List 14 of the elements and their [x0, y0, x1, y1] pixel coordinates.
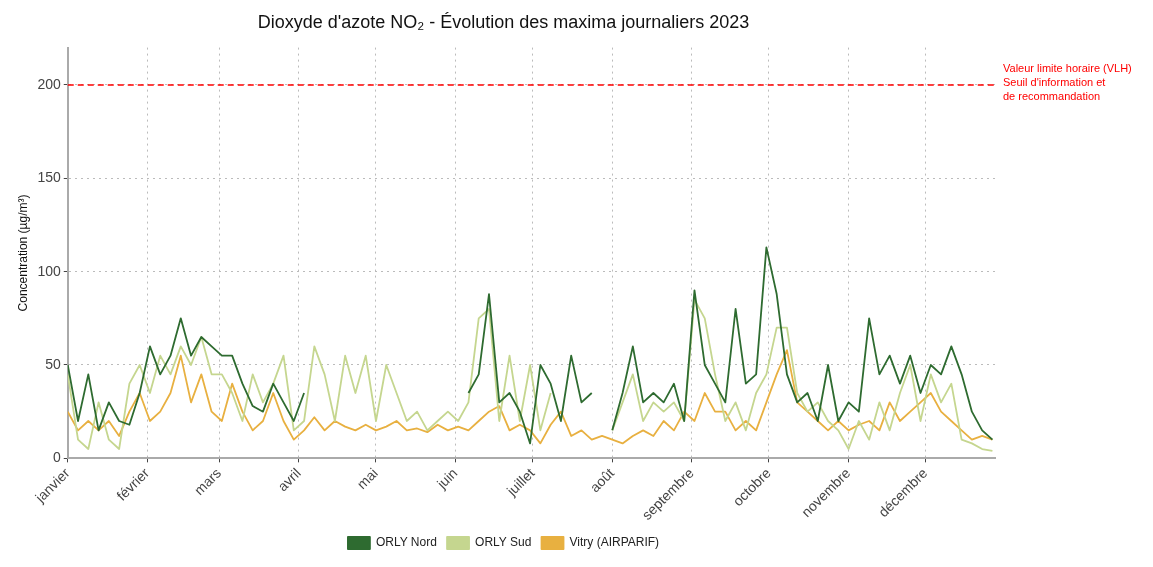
y-tick-label: 0: [52, 449, 61, 466]
legend-label: ORLY Sud: [475, 535, 532, 550]
legend-label: ORLY Nord: [375, 535, 437, 550]
x-tick-label: août: [586, 464, 618, 496]
y-tick-label: 150: [37, 169, 61, 186]
ref-line-label: Valeur limite horaire (VLH) Seuil d'information et de recommandation: [1003, 61, 1132, 102]
y-tick-label: 50: [45, 355, 61, 372]
x-tick-label: mai: [353, 464, 381, 493]
legend-label: Vitry (AIRPARIF): [569, 535, 660, 550]
y-tick-label: 100: [37, 262, 61, 279]
chart-title: Dioxyde d'azote NO₂ - Évolution des maxima journaliers 2023: [257, 11, 750, 32]
y-axis-title: Concentration (µg/m³): [15, 194, 30, 312]
y-tick-label: 200: [37, 75, 61, 92]
x-tick-label: juin: [433, 464, 461, 493]
